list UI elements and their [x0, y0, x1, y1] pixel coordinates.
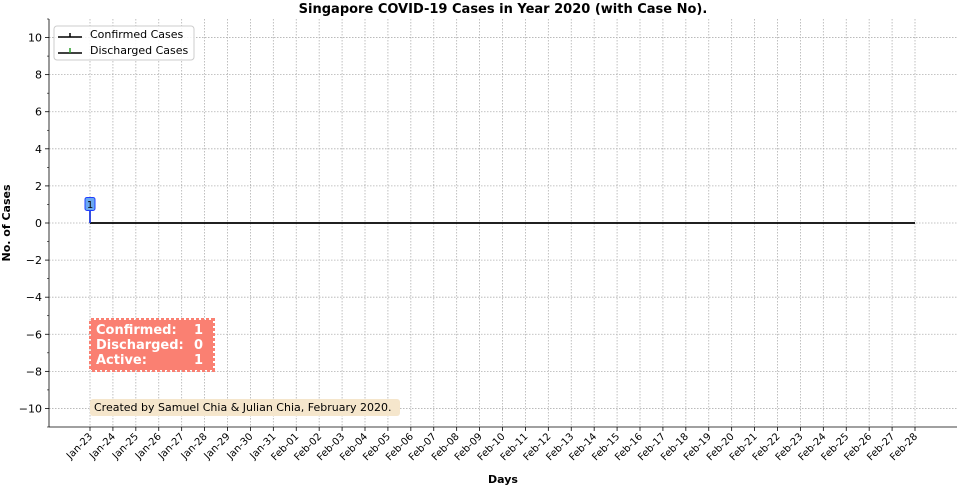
- summary-confirmed-value: 1: [194, 323, 203, 338]
- case-marker-box: [84, 196, 96, 211]
- summary-active-value: 1: [194, 353, 203, 368]
- y-tick-label: 8: [35, 69, 42, 82]
- legend: Confirmed Cases Discharged Cases: [53, 25, 195, 61]
- summary-discharged-label: Discharged:: [96, 338, 184, 353]
- summary-box: Confirmed: 1 Discharged: 0 Active: 1: [89, 318, 215, 372]
- y-tick-label: 4: [35, 143, 42, 156]
- y-tick-label: 6: [35, 106, 42, 119]
- y-tick-label: 2: [35, 180, 42, 193]
- credit-background: [90, 399, 400, 416]
- summary-discharged-value: 0: [194, 338, 203, 353]
- y-axis-label: No. of Cases: [0, 184, 13, 261]
- summary-active-label: Active:: [96, 353, 147, 368]
- chart-title: Singapore COVID-19 Cases in Year 2020 (w…: [299, 2, 708, 17]
- y-tick-label: −8: [26, 365, 42, 378]
- case-markers: 1: [84, 196, 96, 223]
- legend-discharged-label: Discharged Cases: [90, 44, 188, 57]
- y-tick-label: −2: [26, 254, 42, 267]
- summary-confirmed-label: Confirmed:: [96, 323, 177, 338]
- case-marker-label: 1: [87, 200, 93, 211]
- y-tick-label: −6: [26, 328, 42, 341]
- axes: [45, 18, 957, 431]
- summary-box-background: [89, 318, 215, 372]
- y-tick-label: 10: [28, 32, 42, 45]
- y-tick-label: −4: [26, 291, 42, 304]
- x-tick-labels: Jan-23Jan-24Jan-25Jan-26Jan-27Jan-28Jan-…: [64, 431, 920, 463]
- y-tick-labels: −10 −8 −6 −4 −2 0 2 4 6 8 10: [19, 32, 42, 416]
- y-tick-label: −10: [19, 402, 42, 415]
- legend-confirmed-label: Confirmed Cases: [90, 28, 184, 41]
- credit-note: Created by Samuel Chia & Julian Chia, Fe…: [90, 399, 400, 416]
- credit-text: Created by Samuel Chia & Julian Chia, Fe…: [94, 401, 391, 414]
- y-tick-label: 0: [35, 217, 42, 230]
- legend-frame: [53, 25, 195, 61]
- x-axis-label: Days: [488, 473, 518, 486]
